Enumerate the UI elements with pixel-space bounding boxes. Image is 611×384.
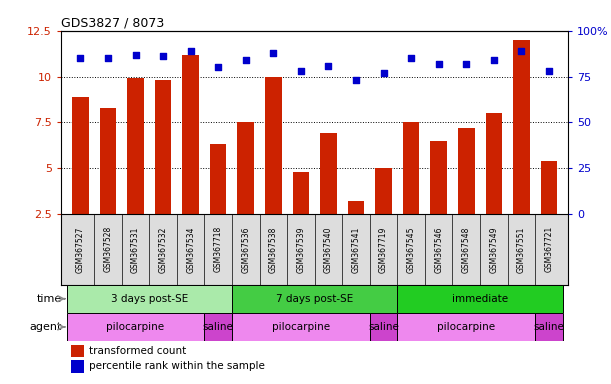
Point (76, 55, 86, 61)
Text: 7 days post-SE: 7 days post-SE (276, 294, 353, 304)
Bar (458, 128, 475, 260)
Bar (210, 144, 227, 260)
Point (516, 48, 526, 54)
Text: GSM367718: GSM367718 (214, 226, 222, 273)
Bar (100, 108, 116, 260)
Bar (71, 361, 84, 373)
Point (103, 55, 113, 61)
Text: GSM367549: GSM367549 (489, 226, 499, 273)
Text: 3 days post-SE: 3 days post-SE (111, 294, 188, 304)
Bar (67, 285, 232, 313)
Bar (370, 313, 397, 341)
Point (213, 65, 223, 71)
Text: GSM367536: GSM367536 (241, 226, 251, 273)
Text: GSM367538: GSM367538 (269, 226, 278, 273)
Point (461, 61, 471, 67)
Text: GSM367721: GSM367721 (544, 226, 554, 273)
Point (406, 55, 416, 61)
Bar (232, 313, 370, 341)
Bar (182, 55, 199, 260)
Text: GSM367719: GSM367719 (379, 226, 388, 273)
Text: immediate: immediate (452, 294, 508, 304)
Bar (486, 113, 502, 260)
Bar (320, 133, 337, 260)
Text: saline: saline (368, 322, 399, 332)
Bar (72, 97, 89, 260)
Point (131, 51, 141, 58)
Text: time: time (37, 294, 62, 304)
Point (296, 68, 306, 74)
Text: GSM367546: GSM367546 (434, 226, 443, 273)
Text: GSM367539: GSM367539 (296, 226, 306, 273)
Point (324, 63, 334, 69)
Text: transformed count: transformed count (89, 346, 186, 356)
Text: GSM367531: GSM367531 (131, 226, 140, 273)
Text: pilocarpine: pilocarpine (272, 322, 330, 332)
Text: percentile rank within the sample: percentile rank within the sample (89, 361, 265, 371)
Text: GSM367540: GSM367540 (324, 226, 333, 273)
Text: agent: agent (29, 322, 62, 332)
Text: GSM367548: GSM367548 (462, 226, 470, 273)
Bar (535, 313, 563, 341)
Bar (403, 122, 419, 260)
Bar (265, 76, 282, 260)
Bar (513, 40, 530, 260)
Point (489, 57, 499, 63)
Point (544, 68, 554, 74)
Bar (430, 141, 447, 260)
Point (434, 61, 444, 67)
Point (241, 57, 251, 63)
Bar (205, 313, 232, 341)
Text: GSM367532: GSM367532 (159, 226, 167, 273)
Point (351, 77, 361, 83)
Point (268, 50, 278, 56)
Text: GSM367528: GSM367528 (103, 226, 112, 273)
Point (158, 53, 168, 60)
Text: pilocarpine: pilocarpine (437, 322, 496, 332)
Text: GSM367545: GSM367545 (407, 226, 415, 273)
Text: saline: saline (203, 322, 233, 332)
Bar (397, 313, 535, 341)
Bar (293, 172, 309, 260)
Bar (67, 313, 205, 341)
Text: GSM367534: GSM367534 (186, 226, 195, 273)
Text: pilocarpine: pilocarpine (106, 322, 164, 332)
Bar (127, 78, 144, 260)
Bar (71, 344, 84, 357)
Text: GDS3827 / 8073: GDS3827 / 8073 (61, 17, 164, 30)
Bar (155, 80, 171, 260)
Text: saline: saline (533, 322, 565, 332)
Bar (348, 201, 364, 260)
Point (186, 48, 196, 54)
Text: GSM367551: GSM367551 (517, 226, 526, 273)
Bar (232, 285, 397, 313)
Bar (238, 122, 254, 260)
Text: GSM367541: GSM367541 (351, 226, 360, 273)
Text: GSM367527: GSM367527 (76, 226, 85, 273)
Point (379, 70, 389, 76)
Bar (375, 168, 392, 260)
Bar (541, 161, 557, 260)
Bar (397, 285, 563, 313)
